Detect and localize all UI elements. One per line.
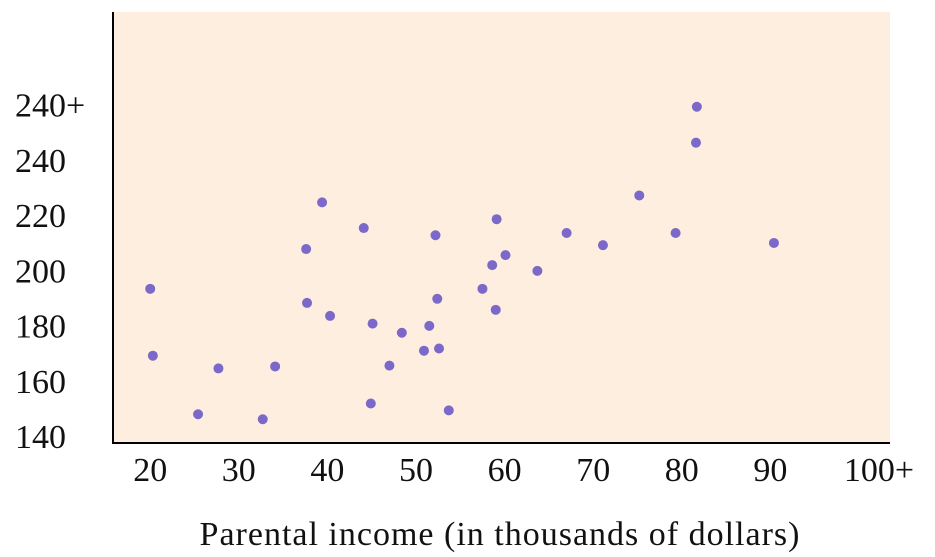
y-tick-label: 220 <box>15 198 66 235</box>
point <box>145 283 156 294</box>
point <box>317 197 328 208</box>
point <box>396 327 407 338</box>
y-tick-label: 240 <box>15 143 66 180</box>
point <box>301 244 312 255</box>
point <box>690 137 701 148</box>
y-tick-label: 160 <box>15 364 66 401</box>
point <box>424 320 435 331</box>
point <box>597 240 608 251</box>
x-tick-label: 60 <box>488 452 522 489</box>
x-tick-label: 50 <box>399 452 433 489</box>
point <box>358 223 369 234</box>
point <box>384 360 395 371</box>
point <box>432 293 443 304</box>
y-tick-label: 140 <box>15 419 66 456</box>
point <box>691 101 702 112</box>
point <box>634 190 645 201</box>
point <box>270 361 281 372</box>
point <box>670 228 681 239</box>
point <box>443 405 454 416</box>
point <box>325 310 336 321</box>
x-tick-label: 40 <box>310 452 344 489</box>
point <box>147 350 158 361</box>
plot-area <box>113 12 890 443</box>
x-tick-label: 20 <box>133 452 167 489</box>
point <box>434 343 445 354</box>
point <box>500 250 511 261</box>
x-axis-label: Parental income (in thousands of dollars… <box>200 516 801 553</box>
point <box>561 228 572 239</box>
point <box>768 237 779 248</box>
point <box>430 230 441 241</box>
point <box>302 297 313 308</box>
point <box>367 318 378 329</box>
point <box>532 265 543 276</box>
point <box>477 283 488 294</box>
x-tick-label: 100+ <box>844 452 914 489</box>
point <box>213 363 224 374</box>
point <box>257 414 268 425</box>
point <box>490 304 501 315</box>
point <box>487 260 498 271</box>
point <box>365 398 376 409</box>
y-tick-label: 200 <box>15 253 66 290</box>
x-tick-label: 90 <box>753 452 787 489</box>
point <box>193 409 204 420</box>
y-tick-label: 180 <box>15 309 66 346</box>
point <box>418 345 429 356</box>
x-tick-label: 30 <box>222 452 256 489</box>
x-tick-label: 70 <box>576 452 610 489</box>
x-tick-label: 80 <box>665 452 699 489</box>
y-tick-label: 240+ <box>15 87 85 124</box>
point <box>491 214 502 225</box>
